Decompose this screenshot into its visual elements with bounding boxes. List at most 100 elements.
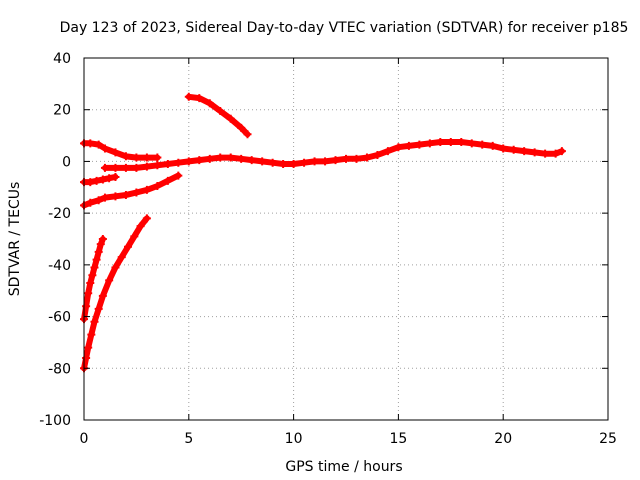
data-point [132, 153, 141, 162]
plot-frame [83, 57, 609, 421]
data-point [478, 140, 487, 149]
data-point [94, 196, 103, 205]
data-point [237, 123, 246, 132]
x-tick-label: 15 [389, 431, 407, 447]
data-point [551, 149, 560, 158]
data-point [153, 153, 162, 162]
data-point [136, 222, 145, 231]
series-arc-3 [80, 171, 183, 210]
data-point [216, 153, 225, 162]
series-arc-7 [184, 92, 252, 139]
data-point [111, 192, 120, 201]
data-point [132, 163, 141, 172]
y-tick-label: -60 [48, 310, 71, 326]
data-point [82, 353, 91, 362]
data-point [243, 130, 252, 139]
data-point [184, 92, 193, 101]
data-point [174, 158, 183, 167]
data-point [121, 191, 130, 200]
data-point [153, 181, 162, 190]
series-line [81, 215, 150, 372]
x-tick-label: 5 [184, 431, 193, 447]
data-point [520, 147, 529, 156]
x-tick-label: 20 [494, 431, 512, 447]
data-point [84, 289, 93, 298]
series-arc-2 [80, 172, 120, 187]
chart-title: Day 123 of 2023, Sidereal Day-to-day VTE… [60, 20, 629, 36]
data-point [205, 154, 214, 163]
data-point [530, 148, 539, 157]
data-point [94, 304, 103, 313]
data-point [436, 138, 445, 147]
data-point [268, 158, 277, 167]
x-tick-label: 0 [80, 431, 89, 447]
data-point [509, 145, 518, 154]
data-point [111, 163, 120, 172]
data-point [105, 276, 114, 285]
data-point [184, 157, 193, 166]
data-point [98, 235, 107, 243]
data-point [195, 156, 204, 165]
data-point [88, 271, 97, 280]
y-tick-label: 40 [53, 51, 71, 67]
data-point [195, 94, 204, 103]
data-point [100, 193, 109, 202]
data-point [163, 160, 172, 169]
data-point [92, 255, 101, 264]
data-series [80, 92, 566, 373]
y-tick-label: -100 [39, 413, 71, 429]
data-point [216, 107, 225, 116]
data-point [142, 162, 151, 171]
data-point [86, 178, 95, 187]
series-line [81, 236, 106, 323]
data-point [111, 172, 120, 181]
data-point [237, 154, 246, 163]
data-point [84, 343, 93, 352]
data-point [87, 330, 96, 339]
x-axis-title: GPS time / hours [285, 459, 402, 475]
data-point [94, 140, 103, 149]
data-point [142, 153, 151, 162]
data-point [289, 160, 298, 169]
data-point [300, 158, 309, 167]
data-point [499, 144, 508, 153]
data-point [142, 214, 151, 223]
data-point [226, 153, 235, 162]
data-point [98, 175, 107, 184]
data-point [446, 138, 455, 147]
data-point [362, 153, 371, 162]
data-point [130, 232, 139, 241]
data-point [394, 143, 403, 152]
data-point [383, 147, 392, 156]
data-point [467, 139, 476, 148]
data-point [96, 240, 105, 249]
data-point [98, 291, 107, 300]
x-tick-label: 25 [599, 431, 617, 447]
data-point [100, 144, 109, 153]
data-point [425, 139, 434, 148]
x-tick-label: 10 [285, 431, 303, 447]
data-point [373, 150, 382, 159]
y-tick-label: -80 [48, 361, 71, 377]
y-tick-label: 0 [62, 154, 71, 170]
data-point [163, 176, 172, 185]
data-point [258, 157, 267, 166]
data-point [111, 148, 120, 157]
data-point [100, 163, 109, 172]
data-point [488, 141, 497, 150]
data-point [415, 140, 424, 149]
data-point [352, 154, 361, 163]
data-point [142, 185, 151, 194]
data-point [457, 138, 466, 147]
y-tick-label: -40 [48, 258, 71, 274]
data-point [226, 114, 235, 123]
data-point [90, 317, 99, 326]
y-tick-label: -20 [48, 206, 71, 222]
data-point [117, 253, 126, 262]
data-point [205, 99, 214, 108]
data-point [121, 152, 130, 161]
series-arc-1 [80, 139, 162, 162]
data-point [90, 263, 99, 272]
data-point [331, 156, 340, 165]
